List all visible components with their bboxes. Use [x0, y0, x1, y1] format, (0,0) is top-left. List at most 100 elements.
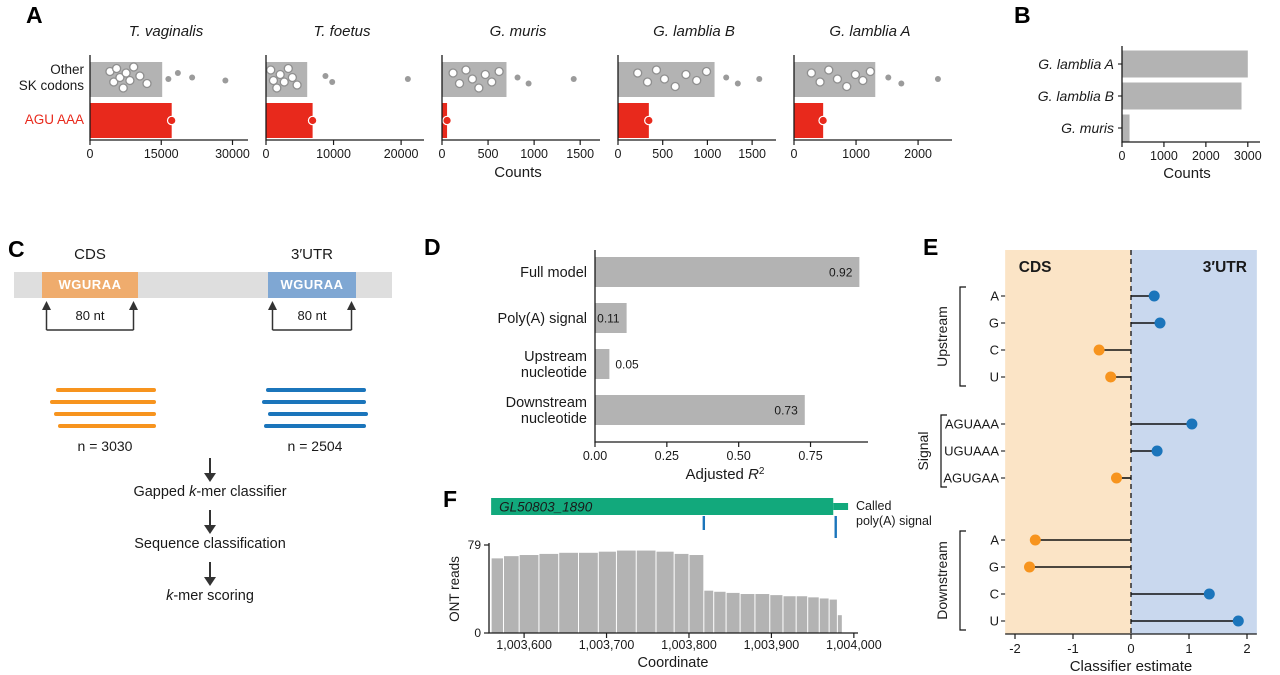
codon-point-open [824, 65, 834, 75]
panel-d-chart: 0.92 Full model 0.11 Poly(A) signal 0.05 Upst… [498, 250, 868, 483]
x-tick-label: 0 [1119, 149, 1126, 163]
item-label: G [989, 560, 999, 575]
estimate-dot [1024, 561, 1035, 573]
codon-point-open [279, 77, 289, 87]
x-tick-label: 30000 [215, 147, 250, 161]
codon-point-open [135, 71, 145, 81]
cds-read-line [58, 424, 156, 428]
agu-aaa-point [166, 115, 177, 126]
x-axis-title: Adjusted R2 [686, 466, 765, 483]
codon-point-solid [222, 77, 229, 84]
utr-motif-box: WGURAA [268, 272, 356, 298]
codon-point-open [461, 65, 471, 75]
cds-region [1005, 250, 1131, 634]
estimate-dot [1093, 344, 1105, 356]
codon-point-open [494, 66, 504, 77]
codon-point-open [283, 63, 293, 74]
panel-b-label: B [1014, 2, 1031, 28]
agu-aaa-point [307, 115, 318, 126]
coverage-bar [770, 595, 783, 633]
codon-point-open [681, 69, 691, 80]
step-sequence-classification: Sequence classification [100, 536, 320, 552]
codon-point-solid [734, 80, 741, 87]
species-chart: T. vaginalis 0 15000 30000 [87, 23, 250, 161]
coverage-bar [808, 597, 819, 633]
count-bar [1122, 114, 1130, 142]
dim-annotation-utr [268, 301, 356, 331]
panel-a-label: A [26, 2, 43, 28]
cds-region-label: CDS [1019, 259, 1052, 276]
x-tick-label: 1 [1185, 641, 1192, 656]
x-tick-label: 10000 [316, 147, 351, 161]
x-tick-label: 0.25 [655, 449, 679, 463]
agu-aaa-bar [618, 103, 649, 138]
x-tick-label: 1000 [520, 147, 548, 161]
x-tick-label: -2 [1009, 641, 1021, 656]
gene-bar [491, 498, 834, 515]
x-tick-label: 1500 [566, 147, 594, 161]
item-label: C [990, 587, 999, 602]
utr-label: 3′UTR [291, 246, 333, 263]
codon-point-solid [404, 76, 411, 82]
x-axis-title: Counts [494, 164, 542, 181]
codon-point-solid [756, 76, 763, 82]
x-axis-title: Coordinate [638, 655, 709, 671]
coverage-bar [539, 553, 559, 633]
x-tick-label: 2 [1243, 641, 1250, 656]
codon-point-open [272, 83, 282, 93]
agu-aaa-bar [266, 103, 313, 138]
codon-point-solid [189, 74, 196, 81]
x-tick-label: 0 [439, 147, 446, 161]
codon-point-solid [570, 76, 577, 82]
codon-point-solid [165, 76, 172, 82]
ylabel-other: Other [50, 62, 84, 77]
panel-d-label: D [424, 234, 441, 260]
category-label: G. muris [1061, 120, 1114, 136]
x-tick-label: 2000 [904, 147, 932, 161]
x-tick-label: 2000 [1192, 149, 1220, 163]
bar-value: 0.92 [829, 266, 853, 280]
utr-read-line [264, 424, 366, 428]
item-label: U [990, 370, 999, 385]
panel-e-chart: CDS 3′UTRAGCUUpstreamAGUAAAUGUAAAAGUGAASi… [915, 250, 1257, 675]
coverage-bar [796, 596, 808, 633]
category-label: Full model [520, 265, 587, 281]
coverage-bar [559, 552, 579, 633]
codon-point-open [633, 68, 643, 78]
codon-point-open [850, 69, 861, 80]
x-tick-label: 0 [1127, 641, 1134, 656]
x-tick-label: 0.75 [798, 449, 822, 463]
codon-point-open [292, 80, 302, 90]
r2-bar [595, 349, 610, 379]
codon-point-solid [329, 79, 336, 85]
codon-point-open [266, 65, 276, 75]
x-tick-label: 1,003,700 [579, 638, 635, 652]
category-label: nucleotide [521, 365, 587, 381]
utr-region [1131, 250, 1257, 634]
codon-point-solid [514, 74, 521, 81]
up-arrow-icon [347, 301, 356, 310]
codon-point-open [815, 77, 825, 87]
up-arrow-icon [129, 301, 138, 310]
x-tick-label: 0 [791, 147, 798, 161]
codon-point-open [480, 69, 490, 80]
coverage-bar [689, 555, 704, 633]
x-axis-title: Classifier estimate [1070, 658, 1193, 675]
estimate-dot [1148, 290, 1160, 302]
coverage-bar [491, 558, 503, 633]
codon-point-open [865, 66, 875, 77]
n-utr: n = 2504 [287, 438, 343, 454]
codon-point-solid [322, 73, 329, 79]
item-label: UGUAAA [944, 444, 999, 459]
group-bracket [959, 530, 966, 631]
item-label: A [990, 533, 999, 548]
utr-read-line [268, 412, 368, 416]
category-label: G. lamblia B [1038, 88, 1114, 104]
x-tick-label: 1,003,900 [744, 638, 800, 652]
codon-point-open [115, 72, 125, 83]
codon-point-open [474, 83, 484, 93]
coverage-bar [674, 553, 689, 633]
step-text: -mer scoring [173, 588, 254, 604]
x-tick-label: 0 [263, 147, 270, 161]
